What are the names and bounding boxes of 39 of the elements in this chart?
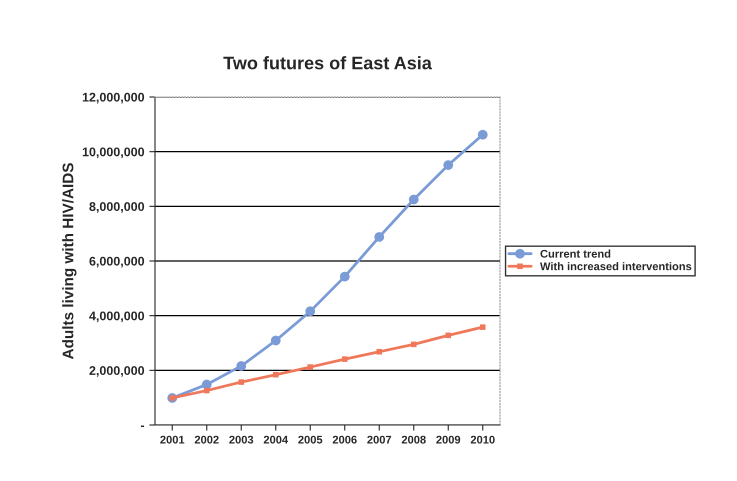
point xyxy=(480,324,486,330)
x-tick-label: 2007 xyxy=(367,436,392,444)
point xyxy=(340,272,350,282)
y-axis-title: Adults living with HIV/AIDS xyxy=(62,163,76,360)
legend-label: With increased interventions xyxy=(540,262,692,270)
point xyxy=(272,372,279,378)
y-tick-label: 10,000,000 xyxy=(82,147,144,158)
point xyxy=(445,332,452,338)
point xyxy=(376,348,382,355)
point xyxy=(307,364,314,370)
point xyxy=(236,361,246,371)
x-tick-label: 2008 xyxy=(402,436,426,444)
legend-label: Current trend xyxy=(540,250,610,258)
point xyxy=(204,388,210,394)
point xyxy=(270,336,281,346)
y-tick-label: 8,000,000 xyxy=(89,202,144,213)
chart-title: Two futures of East Asia xyxy=(223,56,432,70)
y-tick-label: 2,000,000 xyxy=(89,366,144,377)
point xyxy=(202,380,212,390)
point xyxy=(342,356,348,362)
point xyxy=(443,160,454,170)
point xyxy=(374,232,384,242)
x-tick-label: 2005 xyxy=(298,436,322,444)
x-tick-label: 2004 xyxy=(264,436,288,444)
x-tick-label: 2010 xyxy=(470,436,495,444)
x-tick-label: 2006 xyxy=(332,436,357,444)
point xyxy=(410,342,417,348)
x-tick-label: 2009 xyxy=(436,436,460,444)
point xyxy=(238,379,244,385)
x-tick-label: 2001 xyxy=(160,436,184,444)
point xyxy=(408,194,419,204)
x-tick-label: 2003 xyxy=(229,436,254,444)
y-tick-label: 6,000,000 xyxy=(89,256,144,268)
point xyxy=(305,306,316,316)
x-tick-label: 2002 xyxy=(194,436,219,444)
y-tick-label: 12,000,000 xyxy=(82,92,144,104)
point xyxy=(478,130,488,140)
y-tick-label: 4,000,000 xyxy=(89,311,144,322)
y-tick-label: - xyxy=(140,426,144,428)
